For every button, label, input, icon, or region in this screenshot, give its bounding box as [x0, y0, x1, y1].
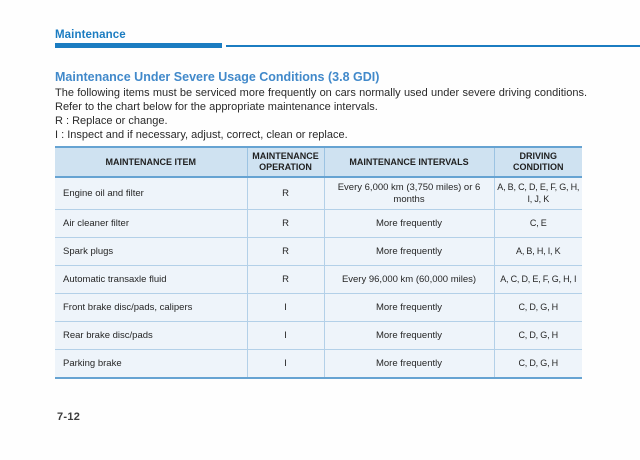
cell-interval: More frequently: [323, 237, 495, 266]
table-row: Air cleaner filter R More frequently C, …: [55, 209, 582, 238]
col-header-driving-condition: DRIVING CONDITION: [493, 146, 582, 178]
cell-interval: More frequently: [323, 209, 495, 238]
table-row: Automatic transaxle fluid R Every 96,000…: [55, 265, 582, 294]
header-accent-bar: [55, 43, 222, 48]
cell-condition: C, E: [493, 209, 582, 238]
cell-interval: Every 96,000 km (60,000 miles): [323, 265, 495, 294]
cell-condition: A, B, H, I, K: [493, 237, 582, 266]
cell-interval: More frequently: [323, 293, 495, 322]
cell-interval: Every 6,000 km (3,750 miles) or 6 months: [323, 176, 495, 210]
cell-operation: R: [246, 265, 325, 294]
cell-condition: C, D, G, H: [493, 293, 582, 322]
legend-item-replace: R : Replace or change.: [55, 115, 168, 127]
cell-operation: R: [246, 209, 325, 238]
maintenance-table: MAINTENANCE ITEM MAINTENANCE OPERATION M…: [55, 146, 582, 379]
legend-item-inspect: I : Inspect and if necessary, adjust, co…: [55, 128, 348, 141]
table-row: Spark plugs R More frequently A, B, H, I…: [55, 237, 582, 266]
cell-item: Engine oil and filter: [55, 176, 248, 210]
legend: R : Replace or change. I : Inspect and i…: [55, 115, 595, 142]
cell-interval: More frequently: [323, 349, 495, 379]
col-header-maintenance-intervals: MAINTENANCE INTERVALS: [323, 146, 495, 178]
header-rule-line: [226, 45, 640, 47]
table-row: Front brake disc/pads, calipers I More f…: [55, 293, 582, 322]
table-row: Rear brake disc/pads I More frequently C…: [55, 321, 582, 350]
cell-interval: More frequently: [323, 321, 495, 350]
running-header-label: Maintenance: [55, 29, 126, 41]
cell-operation: I: [246, 321, 325, 350]
intro-paragraph: The following items must be serviced mor…: [55, 87, 587, 113]
table-row: Engine oil and filter R Every 6,000 km (…: [55, 176, 582, 210]
table-header-row: MAINTENANCE ITEM MAINTENANCE OPERATION M…: [55, 146, 582, 178]
cell-condition: C, D, G, H: [493, 321, 582, 350]
cell-item: Spark plugs: [55, 237, 248, 266]
table-row: Parking brake I More frequently C, D, G,…: [55, 349, 582, 379]
cell-item: Front brake disc/pads, calipers: [55, 293, 248, 322]
cell-operation: I: [246, 349, 325, 379]
cell-condition: A, B, C, D, E, F, G, H, I, J, K: [493, 176, 582, 210]
col-header-maintenance-item: MAINTENANCE ITEM: [55, 146, 248, 178]
cell-item: Parking brake: [55, 349, 248, 379]
cell-condition: C, D, G, H: [493, 349, 582, 379]
cell-operation: R: [246, 176, 325, 210]
cell-operation: R: [246, 237, 325, 266]
col-header-maintenance-operation: MAINTENANCE OPERATION: [246, 146, 325, 178]
cell-operation: I: [246, 293, 325, 322]
cell-condition: A, C, D, E, F, G, H, I: [493, 265, 582, 294]
section-title: Maintenance Under Severe Usage Condition…: [55, 70, 380, 84]
cell-item: Automatic transaxle fluid: [55, 265, 248, 294]
cell-item: Rear brake disc/pads: [55, 321, 248, 350]
cell-item: Air cleaner filter: [55, 209, 248, 238]
page-number: 7-12: [57, 411, 81, 423]
